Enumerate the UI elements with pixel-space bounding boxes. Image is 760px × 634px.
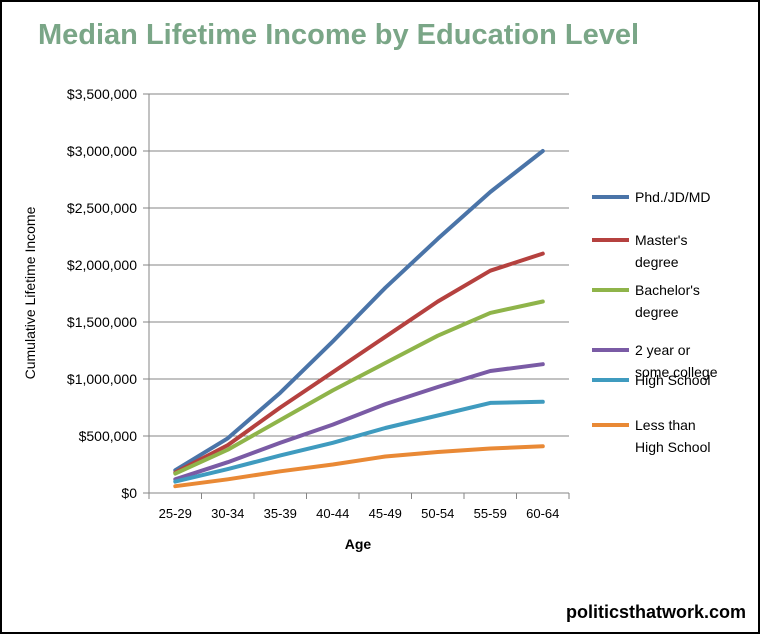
y-tick-labels: $0 $500,000 $1,000,000 $1,500,000 $2,000,000… <box>67 86 137 501</box>
legend-label: degree <box>635 304 679 320</box>
x-axis-title: Age <box>345 536 372 552</box>
x-tick-label: 30-34 <box>211 506 244 521</box>
y-tick-label: $0 <box>121 485 137 501</box>
series-lines <box>173 149 545 489</box>
legend-label: some college <box>635 364 718 380</box>
y-tick-label: $2,000,000 <box>67 257 137 273</box>
source-credit: politicsthatwork.com <box>566 602 746 622</box>
legend-label: High School <box>635 439 711 455</box>
legend-label: Bachelor's <box>635 282 700 298</box>
y-tick-label: $1,500,000 <box>67 314 137 330</box>
series-line <box>173 399 545 484</box>
series-line <box>173 444 545 489</box>
legend-label: High School <box>635 372 711 388</box>
x-tick-label: 50-54 <box>421 506 454 521</box>
x-tick-label: 35-39 <box>264 506 297 521</box>
x-tick-label: 25-29 <box>159 506 192 521</box>
y-tick-label: $3,000,000 <box>67 143 137 159</box>
y-tick-label: $2,500,000 <box>67 200 137 216</box>
y-tick-label: $3,500,000 <box>67 86 137 102</box>
x-tick-label: 45-49 <box>369 506 402 521</box>
series-line <box>173 251 545 475</box>
x-tick-label: 40-44 <box>316 506 349 521</box>
series-line <box>173 299 545 476</box>
series-line <box>173 362 545 482</box>
legend-label: Less than <box>635 417 696 433</box>
y-axis-title: Cumulative Lifetime Income <box>22 206 38 379</box>
axes <box>143 93 570 499</box>
y-tick-label: $500,000 <box>79 428 138 444</box>
series-line <box>173 149 545 473</box>
x-tick-label: 60-64 <box>526 506 559 521</box>
chart-title: Median Lifetime Income by Education Leve… <box>38 19 639 51</box>
grid-lines <box>149 93 569 437</box>
y-tick-label: $1,000,000 <box>67 371 137 387</box>
legend-label: 2 year or <box>635 342 691 358</box>
legend: Phd./JD/MD Master's degree Bachelor's degree… <box>592 189 718 455</box>
legend-label: Master's <box>635 232 687 248</box>
x-tick-labels: 25-29 30-34 35-39 40-44 45-49 50-54 55-59 60-64 <box>159 506 560 521</box>
x-tick-label: 55-59 <box>474 506 507 521</box>
legend-label: degree <box>635 254 679 270</box>
legend-label: Phd./JD/MD <box>635 189 710 205</box>
